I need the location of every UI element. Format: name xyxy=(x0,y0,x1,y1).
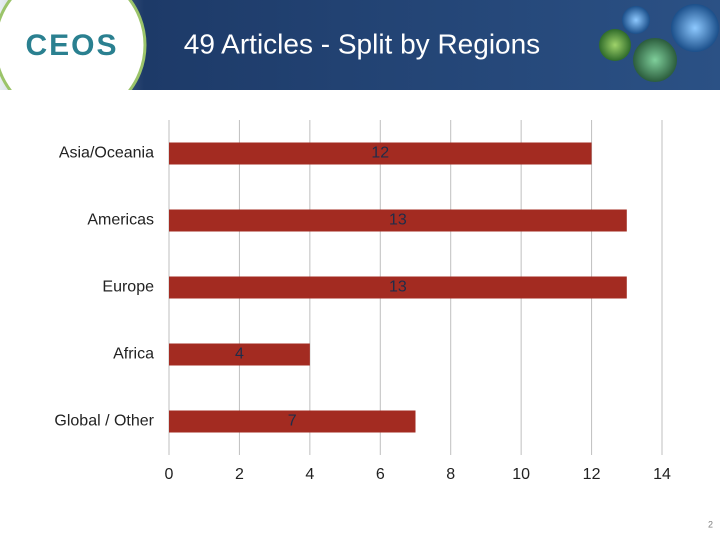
bar xyxy=(169,410,416,433)
decor-image xyxy=(633,38,677,82)
data-label: 13 xyxy=(389,279,407,296)
x-tick-label: 2 xyxy=(235,466,244,483)
y-tick-label: Africa xyxy=(113,346,154,363)
x-tick-label: 0 xyxy=(165,466,174,483)
logo-badge xyxy=(0,0,147,90)
data-label: 13 xyxy=(389,212,407,229)
bar xyxy=(169,276,627,299)
data-label: 12 xyxy=(371,145,389,162)
y-tick-label: Global / Other xyxy=(54,413,154,430)
y-tick-label: Asia/Oceania xyxy=(59,145,154,162)
decor-image xyxy=(622,6,650,34)
x-tick-label: 14 xyxy=(653,466,671,483)
plot: 0 2 4 6 8 10 12 14 Asia/Oceania 12 Americas 13 Europ… xyxy=(54,120,671,483)
y-tick-label: Americas xyxy=(87,212,154,229)
slide-title: 49 Articles - Split by Regions xyxy=(184,28,540,59)
header: CEOS xyxy=(0,0,720,90)
bar xyxy=(169,343,310,366)
x-tick-label: 4 xyxy=(305,466,314,483)
x-tick-label: 6 xyxy=(376,466,385,483)
x-tick-label: 12 xyxy=(583,466,601,483)
bar xyxy=(169,209,627,232)
bar xyxy=(169,142,592,165)
x-tick-label: 8 xyxy=(446,466,455,483)
decor-image xyxy=(671,4,719,52)
data-label: 4 xyxy=(235,346,244,363)
y-tick-label: Europe xyxy=(102,279,154,296)
logo-text: CEOS xyxy=(25,29,118,62)
decor-image xyxy=(599,29,631,61)
x-tick-label: 10 xyxy=(512,466,530,483)
data-label: 7 xyxy=(288,413,297,430)
page-number: 2 xyxy=(708,519,713,529)
